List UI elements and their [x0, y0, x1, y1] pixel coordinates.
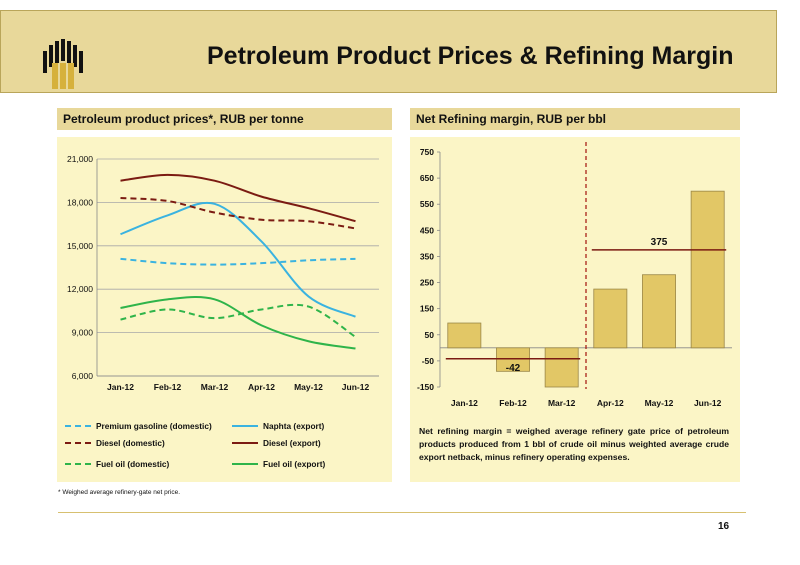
bar: [447, 322, 482, 349]
title-bar: Petroleum Product Prices & Refining Marg…: [0, 10, 777, 93]
bar-chart-panel: 750 650 550 450 350 250 150 50 -50 -150 Jan-12 Feb-…: [410, 137, 740, 482]
y-tick-label: 750: [420, 147, 434, 157]
series-line-diesel-domestic: [120, 197, 356, 230]
x-tick-label: Feb-12: [499, 398, 527, 408]
legend-label: Naphta (export): [263, 421, 325, 431]
x-tick-label: Jun-12: [342, 382, 370, 392]
x-tick-label: May-12: [294, 382, 323, 392]
series-line-naphta-export: [120, 201, 356, 318]
y-tick-label: 50: [425, 330, 435, 340]
x-tick-label: Apr-12: [597, 398, 624, 408]
x-tick-label: Jun-12: [694, 398, 722, 408]
bar: [642, 274, 676, 349]
y-tick-label: -50: [422, 356, 435, 366]
y-tick-label: 18,000: [67, 197, 93, 207]
x-tick-label: Jan-12: [107, 382, 134, 392]
right-panel-heading: Net Refining margin, RUB per bbl: [410, 108, 740, 130]
margin-definition-note: Net refining margin = weighed average re…: [419, 426, 729, 462]
bar-chart: 750 650 550 450 350 250 150 50 -50 -150 Jan-12 Feb-…: [417, 142, 732, 408]
series-line-fuel-oil-domestic: [120, 303, 357, 338]
page-number: 16: [718, 521, 730, 532]
y-tick-label: 250: [420, 278, 434, 288]
line-chart-panel: 21,000 18,000 15,000 12,000 9,000 6,000 Jan-12…: [57, 137, 392, 482]
series-line-fuel-oil-export: [120, 296, 356, 350]
legend-label: Fuel oil (domestic): [96, 459, 170, 469]
x-tick-label: Jan-12: [451, 398, 478, 408]
y-tick-label: 6,000: [72, 371, 94, 381]
x-tick-label: Mar-12: [201, 382, 229, 392]
company-logo-icon: [43, 39, 83, 89]
bar: [593, 288, 628, 349]
x-tick-label: Mar-12: [548, 398, 576, 408]
y-tick-label: 650: [420, 173, 434, 183]
y-tick-label: 550: [420, 199, 434, 209]
x-tick-label: May-12: [645, 398, 674, 408]
y-tick-label: 450: [420, 225, 434, 235]
series-line-diesel-export: [120, 173, 356, 223]
y-tick-label: 21,000: [67, 154, 93, 164]
legend-label: Diesel (domestic): [96, 438, 165, 448]
y-tick-label: 15,000: [67, 241, 93, 251]
bottom-divider: [58, 512, 746, 513]
left-panel-heading: Petroleum product prices*, RUB per tonne: [57, 108, 392, 130]
series-line-premium-gasoline-domestic: [120, 257, 356, 266]
bar: [690, 190, 725, 349]
footnote: * Weighed average refinery-gate net pric…: [58, 489, 181, 496]
line-chart: 21,000 18,000 15,000 12,000 9,000 6,000 Jan-12…: [65, 154, 379, 469]
legend-label: Premium gasoline (domestic): [96, 421, 212, 431]
x-tick-label: Apr-12: [248, 382, 275, 392]
bar: [544, 347, 579, 388]
y-tick-label: -150: [417, 382, 434, 392]
y-tick-label: 12,000: [67, 284, 93, 294]
legend-label: Fuel oil (export): [263, 459, 325, 469]
bar: [496, 347, 530, 372]
x-tick-label: Feb-12: [154, 382, 182, 392]
y-tick-label: 9,000: [72, 328, 94, 338]
page-title: Petroleum Product Prices & Refining Marg…: [207, 42, 734, 70]
y-tick-label: 350: [420, 251, 434, 261]
legend-label: Diesel (export): [263, 438, 321, 448]
y-tick-label: 150: [420, 304, 434, 314]
average-label: -42: [506, 363, 521, 374]
average-label: 375: [651, 237, 668, 248]
